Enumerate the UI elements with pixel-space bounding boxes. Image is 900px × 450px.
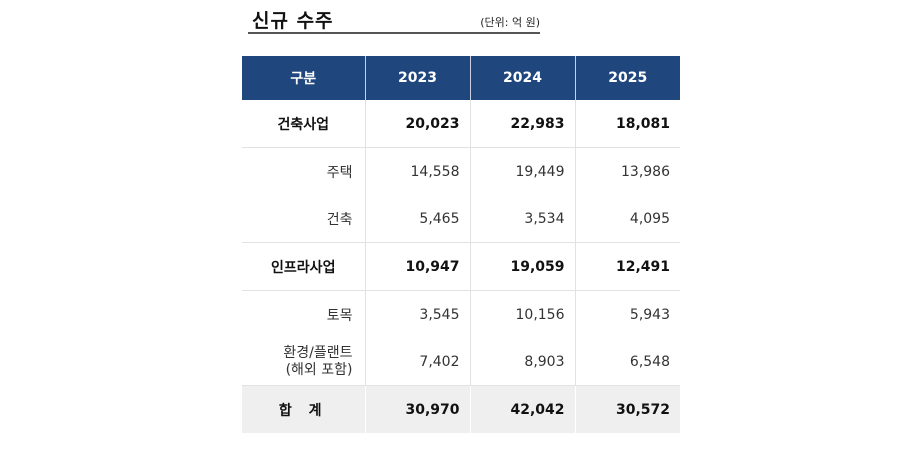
table-row: 주택 14,558 19,449 13,986 (242, 147, 680, 195)
cell-2023: 3,545 (364, 290, 470, 338)
total-row: 합 계 30,970 42,042 30,572 (242, 385, 680, 433)
title-bar: 신규 수주 (단위: 억 원) (248, 4, 540, 34)
cell-2024: 19,059 (469, 242, 575, 291)
row-label: 합 계 (242, 385, 365, 433)
table-row: 토목 3,545 10,156 5,943 (242, 290, 680, 338)
row-label: 건축 (326, 211, 353, 228)
row-label: 토목 (242, 290, 365, 338)
table-row: 건축 5,465 3,534 4,095 (242, 195, 680, 243)
table-row: 인프라사업 10,947 19,059 12,491 (242, 242, 680, 291)
row-label: 인프라사업 (242, 242, 365, 291)
cell-2023: 14,558 (364, 147, 470, 195)
row-label: 주택 (242, 147, 365, 195)
unit-label: (단위: 억 원) (480, 16, 540, 29)
cell-2025: 4,095 (574, 195, 680, 243)
header-2025: 2025 (574, 56, 680, 100)
cell-2023: 20,023 (364, 100, 470, 148)
header-row: 구분 2023 2024 2025 (242, 56, 680, 100)
row-label: 환경/플랜트 (해외 포함) (242, 338, 365, 386)
header-2023: 2023 (364, 56, 470, 100)
header-2024: 2024 (469, 56, 575, 100)
row-label: 건축사업 (277, 116, 330, 133)
cell-2024: 3,534 (469, 195, 575, 243)
cell-2025: 13,986 (574, 147, 680, 195)
new-orders-table: 구분 2023 2024 2025 건축사업 20,023 22,983 18,… (242, 56, 680, 433)
cell-2024: 8,903 (469, 338, 575, 386)
row-label-note: (해외 포함) (285, 361, 353, 378)
cell-2025: 18,081 (574, 100, 680, 148)
cell-2025: 12,491 (574, 242, 680, 291)
cell-2024: 19,449 (469, 147, 575, 195)
row-label-main: 환경/플랜트 (283, 344, 353, 361)
cell-2024: 42,042 (469, 385, 575, 433)
cell-2024: 10,156 (469, 290, 575, 338)
cell-2023: 7,402 (364, 338, 470, 386)
cell-2023: 5,465 (364, 195, 470, 243)
table-row: 환경/플랜트 (해외 포함) 7,402 8,903 6,548 (242, 338, 680, 386)
cell-2023: 10,947 (364, 242, 470, 291)
header-category: 구분 (242, 56, 365, 100)
cell-2025: 5,943 (574, 290, 680, 338)
table-row: 건축사업 20,023 22,983 18,081 (242, 100, 680, 148)
cell-2025: 6,548 (574, 338, 680, 386)
cell-2023: 30,970 (364, 385, 470, 433)
cell-2025: 30,572 (574, 385, 680, 433)
page-title: 신규 수주 (252, 10, 334, 32)
cell-2024: 22,983 (469, 100, 575, 148)
